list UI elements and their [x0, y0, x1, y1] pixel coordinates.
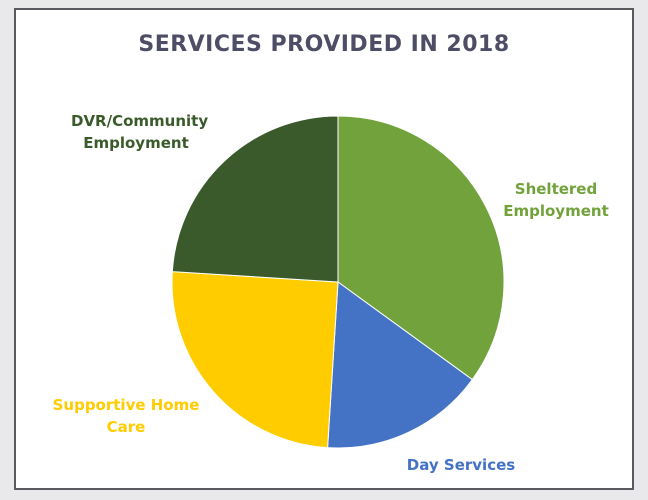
slice-sheltered-employment [337, 115, 505, 381]
pie-chart [171, 115, 505, 449]
slice-supportive-home-care [171, 271, 339, 449]
slice-dvr-community-employment [171, 115, 339, 283]
label-sheltered-employment: Sheltered Employment [503, 180, 609, 220]
label-supportive-home-care: Supportive Home Care [52, 396, 200, 436]
label-day-services: Day Services [406, 456, 516, 474]
slice-day-services [327, 281, 473, 449]
chart-frame: SERVICES PROVIDED IN 2018 Sheltered Empl… [14, 8, 634, 490]
label-dvr-community-employment: DVR/Community Employment [71, 112, 209, 152]
chart-title: SERVICES PROVIDED IN 2018 [138, 32, 510, 57]
